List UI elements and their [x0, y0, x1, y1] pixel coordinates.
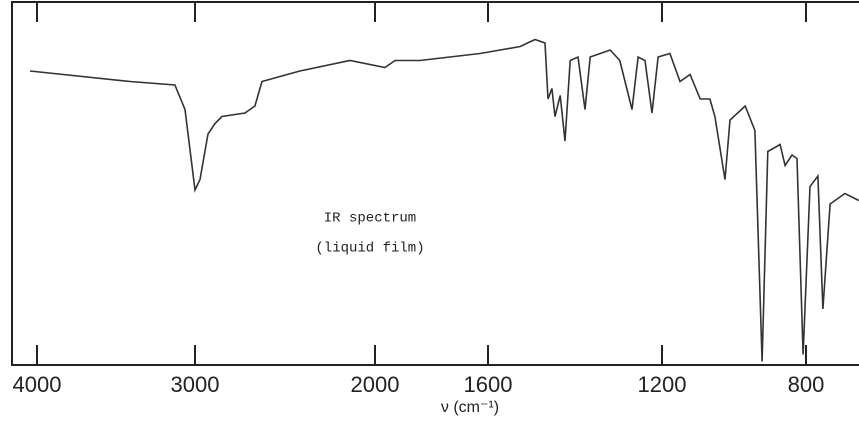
x-axis-label: ν (cm⁻¹) — [441, 399, 499, 416]
x-tick-label: 4000 — [13, 372, 62, 397]
x-tick-label: 1600 — [464, 372, 513, 397]
spectrum-line — [29, 38, 859, 362]
x-tick-label: 2000 — [351, 372, 400, 397]
plot-frame — [11, 1, 859, 366]
x-tick-label: 800 — [788, 372, 825, 397]
annotation: (liquid film) — [315, 241, 424, 257]
annotation: IR spectrum — [324, 211, 416, 227]
x-tick-label: 3000 — [171, 372, 220, 397]
x-tick-label: 1200 — [638, 372, 687, 397]
